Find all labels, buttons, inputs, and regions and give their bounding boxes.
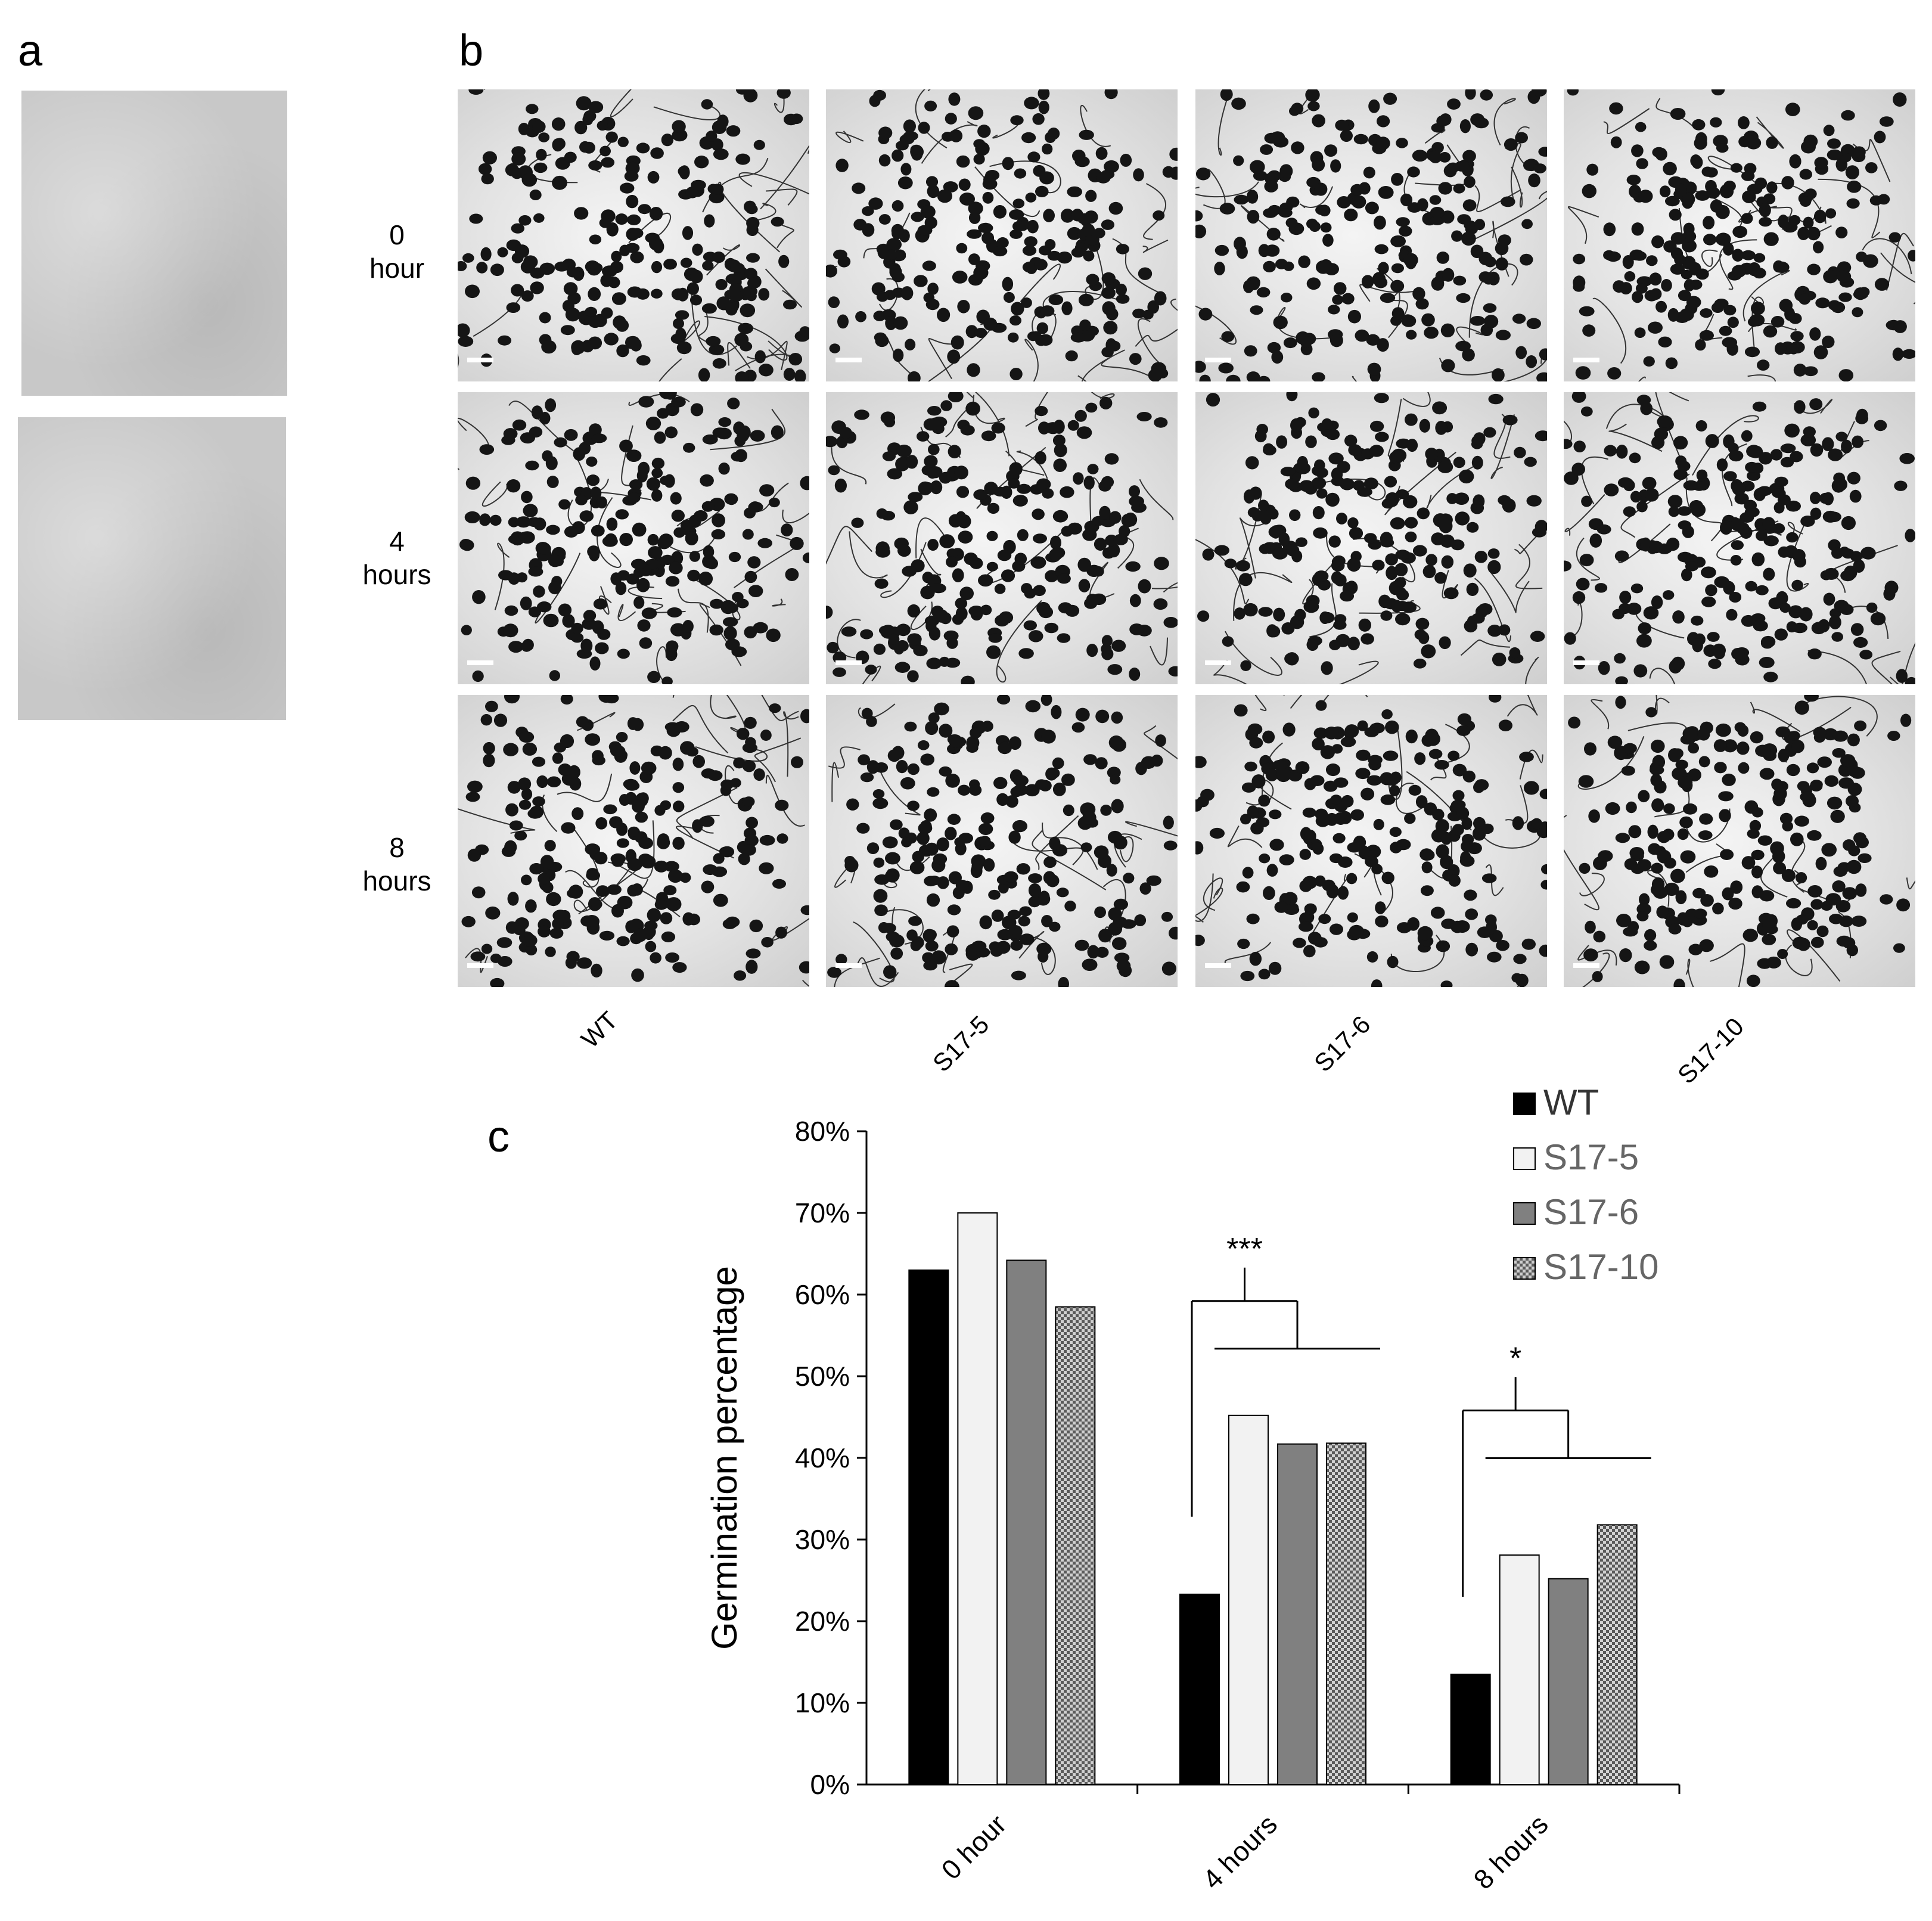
micrograph-s17-10-row-0 [1564, 89, 1915, 381]
scale-bar [1205, 358, 1231, 362]
row-label-number: 4 [389, 526, 405, 557]
bar-s17-6-1 [1277, 1443, 1318, 1785]
bar-s17-5-2 [1499, 1554, 1540, 1786]
scale-bar [467, 963, 493, 968]
y-tick-label: 80% [795, 1116, 850, 1147]
scale-bar [1573, 358, 1599, 362]
micrograph-s17-6-row-1 [1195, 392, 1547, 684]
significance-label: *** [1226, 1232, 1263, 1267]
legend-label-s17-10: S17-10 [1543, 1247, 1658, 1287]
micrograph-s17-5-row-2 [826, 695, 1178, 987]
row-label-unit: hours [362, 559, 431, 590]
legend-swatch-s17-5 [1513, 1147, 1536, 1170]
row-label-number: 0 [389, 219, 405, 250]
scale-bar [1205, 660, 1231, 665]
micrograph-s17-10-row-2 [1564, 695, 1915, 987]
y-tick-label: 20% [795, 1606, 850, 1637]
y-tick-label: 30% [795, 1524, 850, 1555]
bar-s17-10-1 [1326, 1442, 1366, 1786]
micrograph-wt-row-0 [458, 89, 809, 381]
row-label-number: 8 [389, 832, 405, 863]
micrograph-s17-5-row-1 [826, 392, 1178, 684]
micrograph-wt-row-2 [458, 695, 809, 987]
legend-swatch-s17-6 [1513, 1202, 1536, 1225]
x-tick-label: 4 hours [1197, 1808, 1283, 1895]
scale-bar [467, 660, 493, 665]
legend-label-s17-6: S17-6 [1543, 1192, 1639, 1232]
micrograph-s17-5-row-0 [826, 89, 1178, 381]
scale-bar [835, 358, 862, 362]
row-label-4-hours: 4 hours [337, 525, 456, 591]
scale-bar [1205, 963, 1231, 968]
bar-wt-2 [1450, 1674, 1491, 1786]
bar-s17-5-1 [1228, 1414, 1269, 1785]
row-label-8-hours: 8 hours [337, 831, 456, 898]
bar-s17-6-0 [1006, 1259, 1047, 1785]
bar-wt-1 [1179, 1593, 1220, 1786]
micrograph-a-bottom [18, 417, 286, 720]
micrograph-a-top [21, 91, 287, 396]
significance-label: * [1509, 1341, 1521, 1376]
bar-wt-0 [908, 1269, 949, 1785]
micrograph-wt-row-1 [458, 392, 809, 684]
micrograph-s17-6-row-2 [1195, 695, 1547, 987]
y-tick-label: 40% [795, 1442, 850, 1473]
y-tick-label: 10% [795, 1687, 850, 1718]
panel-letter-b: b [459, 26, 484, 75]
scale-bar [1573, 660, 1599, 665]
y-tick-label: 60% [795, 1279, 850, 1310]
x-tick-label: 0 hour [935, 1808, 1012, 1885]
legend-swatch-wt [1513, 1093, 1536, 1115]
y-tick-label: 70% [795, 1197, 850, 1228]
y-axis-label: Germination percentage [704, 1266, 744, 1650]
row-label-0-hour: 0 hour [337, 218, 456, 285]
scale-bar [467, 358, 493, 362]
bar-s17-6-2 [1548, 1578, 1589, 1785]
legend-label-s17-5: S17-5 [1543, 1137, 1639, 1177]
row-label-unit: hour [369, 253, 425, 284]
bar-s17-10-2 [1596, 1524, 1638, 1786]
bar-s17-10-0 [1055, 1306, 1096, 1786]
micrograph-s17-6-row-0 [1195, 89, 1547, 381]
y-tick-label: 0% [810, 1769, 850, 1800]
legend-label-wt: WT [1543, 1082, 1599, 1122]
row-label-unit: hours [362, 865, 431, 896]
scale-bar [835, 660, 862, 665]
scale-bar [1573, 963, 1599, 968]
micrograph-s17-10-row-1 [1564, 392, 1915, 684]
panel-letter-c: c [487, 1112, 510, 1161]
panel-letter-a: a [18, 26, 43, 75]
legend-swatch-s17-10 [1513, 1257, 1536, 1280]
scale-bar [835, 963, 862, 968]
x-tick-label: 8 hours [1467, 1808, 1554, 1895]
bar-s17-5-0 [957, 1212, 998, 1785]
y-tick-label: 50% [795, 1361, 850, 1392]
